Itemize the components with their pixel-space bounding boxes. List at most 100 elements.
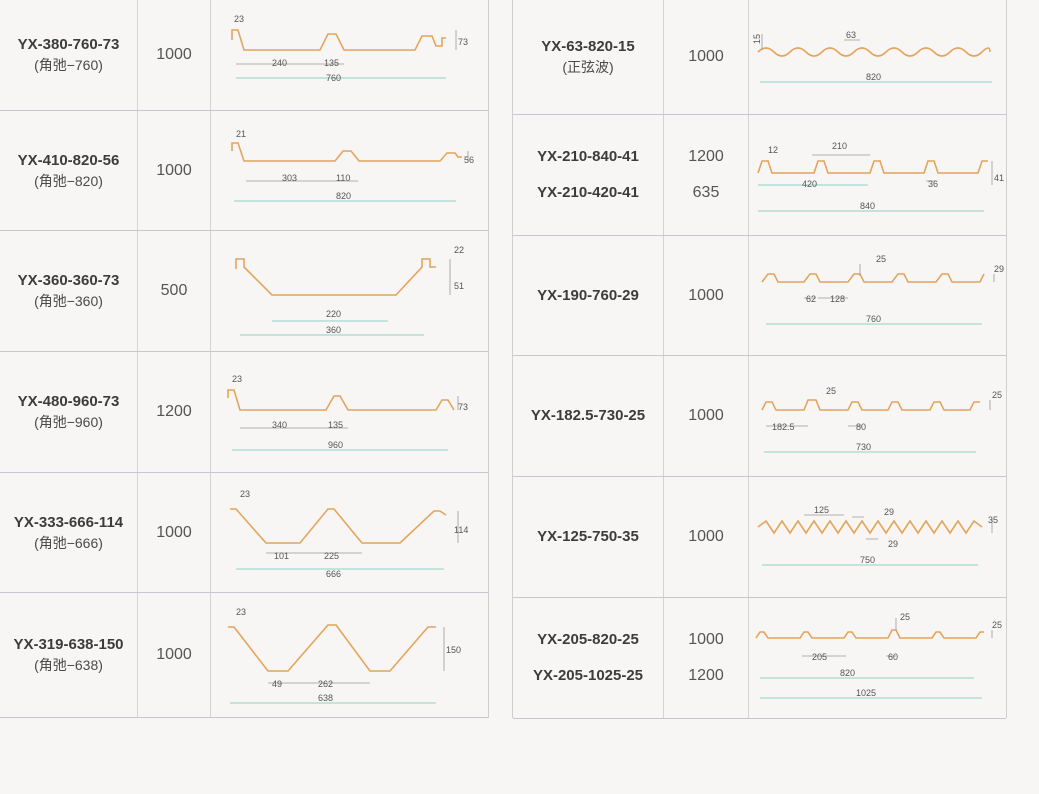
profile-diagram: 21 303 110 56 820 [231, 129, 474, 202]
effective-width: 1200 [156, 403, 192, 420]
effective-width: 635 [692, 184, 720, 201]
model-name: YX-380-760-73 [17, 36, 120, 53]
dim-label: 21 [236, 129, 246, 139]
left-specs-table: YX-380-760-73 (角弛−760) 1000 23 240 135 7… [0, 0, 489, 718]
width-cell: 1000 [137, 473, 211, 592]
table-row: YX-410-820-56 (角弛−820) 1000 21 303 110 5… [0, 111, 488, 231]
model-name: YX-210-840-41 [537, 148, 639, 165]
effective-width: 1000 [688, 528, 724, 545]
width-cell: 1200 635 [663, 115, 749, 235]
dim-label: 820 [840, 668, 855, 678]
model-cell: YX-410-820-56 (角弛−820) [0, 111, 137, 230]
model-cell: YX-63-820-15 (正弦波) [513, 0, 663, 114]
profile-cell: 23 240 135 73 760 [210, 0, 488, 110]
dim-label: 666 [326, 569, 341, 579]
model-name: YX-63-820-15 [541, 38, 635, 55]
dim-label: 760 [866, 314, 881, 324]
dim-label: 49 [272, 679, 282, 689]
model-cell: YX-182.5-730-25 [513, 356, 663, 476]
table-row: YX-205-820-25 YX-205-1025-25 1000 1200 2… [513, 598, 1006, 719]
effective-width: 1000 [156, 523, 192, 541]
profile-diagram: 22 51 220 360 [235, 245, 464, 336]
dim-label: 840 [860, 201, 875, 211]
dim-label: 23 [236, 607, 246, 617]
effective-width: 1200 [688, 148, 724, 165]
dim-label: 262 [318, 679, 333, 689]
dim-label: 29 [994, 264, 1004, 274]
width-cell: 1000 [137, 0, 211, 110]
dim-label: 750 [860, 555, 875, 565]
model-cell: YX-319-638-150 (角弛−638) [0, 593, 137, 717]
profile-diagram: 15 63 820 [752, 30, 992, 83]
dim-label: 210 [832, 141, 847, 151]
effective-width: 1000 [688, 286, 724, 304]
right-specs-table: YX-63-820-15 (正弦波) 1000 15 63 820 YX-210… [512, 0, 1007, 719]
dim-label: 25 [992, 390, 1002, 400]
dim-label: 114 [454, 525, 468, 535]
width-cell: 1000 1200 [663, 598, 749, 718]
dim-label: 36 [928, 179, 938, 189]
width-cell: 1000 [663, 236, 749, 355]
profile-cell: 23 101 225 114 666 [210, 473, 488, 592]
model-name: YX-333-666-114 [13, 513, 124, 531]
dim-label: 12 [768, 145, 778, 155]
model-name: YX-125-750-35 [537, 528, 639, 545]
model-name: YX-319-638-150 [13, 636, 124, 653]
dim-label: 420 [802, 179, 817, 189]
model-cell: YX-380-760-73 (角弛−760) [0, 0, 137, 110]
profile-diagram: 25 62 128 29 760 [761, 254, 1004, 325]
effective-width: 1000 [156, 646, 192, 663]
profile-cell: 125 29 29 35 750 [748, 477, 1006, 597]
table-row: YX-480-960-73 (角弛−960) 1200 23 340 135 7… [0, 352, 488, 473]
dim-label: 62 [806, 294, 816, 304]
dim-label: 820 [336, 191, 351, 201]
dim-label: 101 [274, 551, 289, 561]
dim-label: 638 [318, 693, 333, 703]
model-name: YX-205-1025-25 [532, 667, 644, 684]
dim-label: 25 [826, 386, 836, 396]
profile-cell: 12 210 420 36 41 840 [748, 115, 1006, 235]
model-name: YX-210-420-41 [537, 184, 639, 201]
profile-cell: 15 63 820 [748, 0, 1006, 114]
profile-diagram: 23 340 135 73 960 [227, 374, 468, 451]
profile-cell: 22 51 220 360 [210, 231, 488, 351]
dim-label: 205 [812, 652, 827, 662]
model-name: YX-480-960-73 [17, 393, 120, 410]
dim-label: 150 [446, 645, 461, 655]
profile-diagram: 25 182.5 80 25 730 [761, 386, 1002, 453]
profile-cell: 21 303 110 56 820 [210, 111, 488, 230]
dim-label: 1025 [856, 688, 876, 698]
dim-label: 25 [900, 612, 910, 622]
model-cell: YX-190-760-29 [513, 236, 663, 355]
dim-label: 25 [992, 620, 1002, 630]
dim-label: 135 [328, 420, 343, 430]
width-cell: 500 [137, 231, 211, 351]
dim-label: 225 [324, 551, 339, 561]
model-alt-name: (正弦波) [562, 59, 614, 75]
dim-label: 29 [888, 539, 898, 549]
dim-label: 15 [752, 34, 762, 44]
dim-label: 22 [454, 245, 464, 255]
table-row: YX-380-760-73 (角弛−760) 1000 23 240 135 7… [0, 0, 488, 111]
dim-label: 303 [282, 173, 297, 183]
dim-label: 182.5 [772, 422, 795, 432]
dim-label: 220 [326, 309, 341, 319]
dim-label: 730 [856, 442, 871, 452]
effective-width: 1200 [688, 667, 724, 684]
dim-label: 960 [328, 440, 343, 450]
model-cell: YX-333-666-114 (角弛−666) [0, 473, 137, 592]
effective-width: 500 [160, 282, 188, 299]
profile-diagram: 23 49 262 150 638 [228, 607, 461, 704]
dim-label: 35 [988, 515, 998, 525]
width-cell: 1000 [663, 0, 749, 114]
dim-label: 340 [272, 420, 287, 430]
profile-cell: 25 205 60 25 820 1025 [748, 598, 1006, 718]
dim-label: 23 [234, 14, 244, 24]
dim-label: 820 [866, 72, 881, 82]
profile-diagram: 12 210 420 36 41 840 [757, 141, 1004, 212]
model-cell: YX-360-360-73 (角弛−360) [0, 231, 137, 351]
dim-label: 25 [876, 254, 886, 264]
profile-cell: 23 340 135 73 960 [210, 352, 488, 472]
dim-label: 80 [856, 422, 866, 432]
table-row: YX-360-360-73 (角弛−360) 500 22 51 220 360 [0, 231, 488, 352]
